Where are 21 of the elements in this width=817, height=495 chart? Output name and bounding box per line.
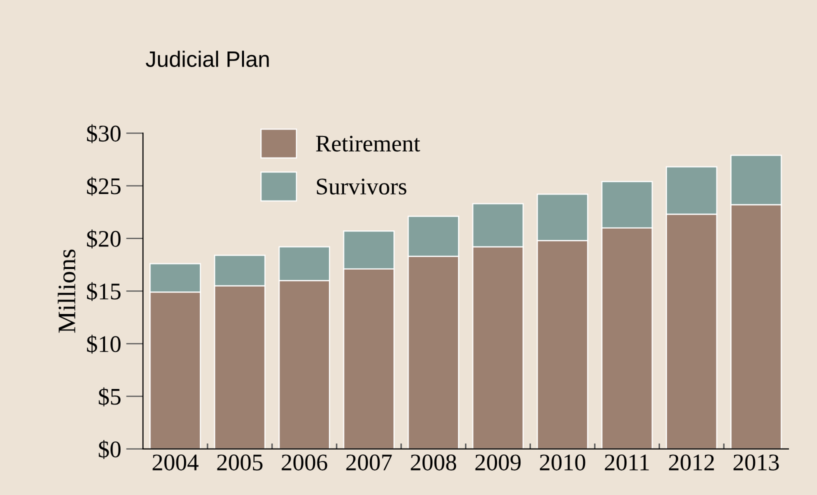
x-tick-label: 2013 — [734, 454, 779, 470]
legend-label: Retirement — [316, 136, 420, 152]
y-tick-label: $0 — [98, 440, 121, 459]
y-tick-label: $5 — [98, 387, 121, 406]
y-tick-label: $30 — [87, 124, 121, 144]
x-tick-label: 2010 — [540, 454, 586, 470]
x-tick-label: 2012 — [669, 454, 714, 470]
x-tick-label: 2007 — [346, 454, 392, 470]
legend-label: Survivors — [316, 178, 406, 195]
chart-title: Judicial Plan — [146, 50, 269, 68]
x-tick-label: 2008 — [410, 454, 456, 470]
y-tick-label: $20 — [87, 230, 121, 248]
x-tick-label: 2004 — [152, 454, 198, 470]
y-axis-title: Millions — [58, 250, 76, 333]
y-tick-label: $25 — [87, 176, 121, 196]
y-tick-label: $10 — [87, 334, 121, 354]
x-tick-label: 2006 — [282, 454, 328, 470]
x-tick-label: 2009 — [475, 454, 521, 470]
y-tick-label: $15 — [87, 282, 121, 302]
x-tick-label: 2011 — [604, 454, 649, 470]
x-tick-label: 2005 — [217, 454, 262, 470]
